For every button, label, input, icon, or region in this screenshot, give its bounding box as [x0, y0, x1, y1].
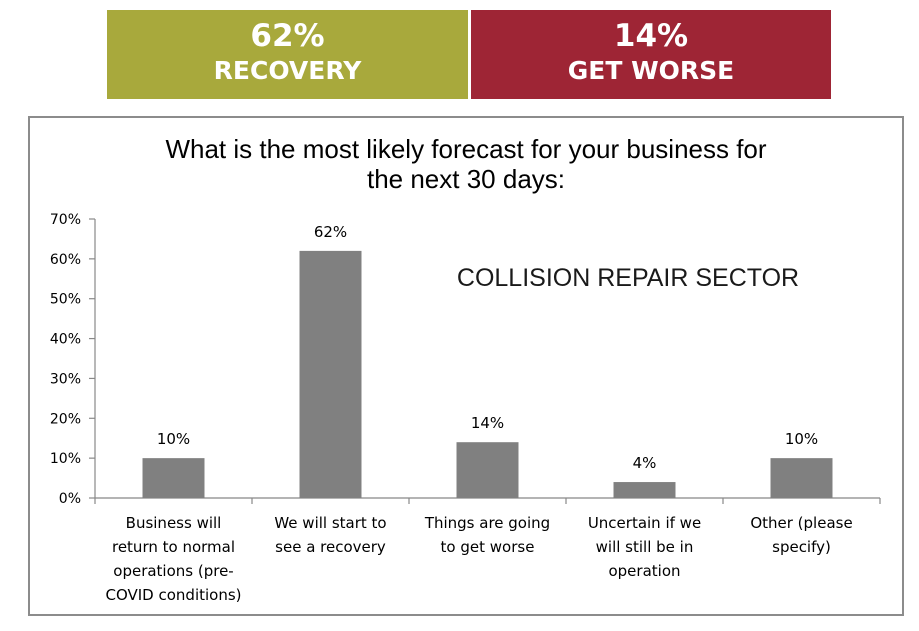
data-label-3: 14%	[471, 414, 504, 432]
y-tick-label: 60%	[50, 252, 81, 268]
category-label-2: see a recovery	[275, 538, 386, 556]
chart-title-line-1: What is the most likely forecast for you…	[165, 134, 766, 164]
get-worse-percent: 14%	[613, 18, 689, 54]
recovery-label: RECOVERY	[213, 56, 362, 85]
category-label-1: operations (pre-	[113, 562, 233, 580]
sector-annotation: COLLISION REPAIR SECTOR	[457, 264, 799, 292]
y-tick-label: 30%	[50, 371, 81, 387]
bar-2	[299, 250, 362, 498]
recovery-percent: 62%	[250, 18, 325, 54]
bar-3	[456, 442, 519, 498]
category-label-5: specify)	[772, 538, 831, 556]
category-label-1: COVID conditions)	[105, 586, 241, 604]
y-tick-label: 50%	[50, 292, 81, 308]
y-tick-label: 0%	[59, 491, 81, 507]
category-label-5: Other (please	[750, 514, 852, 532]
bar-1	[142, 458, 205, 498]
chart-title-line-2: the next 30 days:	[367, 164, 565, 194]
data-label-4: 4%	[633, 454, 657, 472]
category-label-3: to get worse	[441, 538, 535, 556]
category-label-4: will still be in	[596, 538, 694, 556]
data-label-2: 62%	[314, 223, 347, 241]
data-label-1: 10%	[157, 430, 190, 448]
category-label-4: Uncertain if we	[588, 514, 701, 532]
category-label-1: Business will	[126, 514, 222, 532]
bar-5	[770, 458, 833, 498]
bar-4	[613, 482, 676, 498]
chart-frame: What is the most likely forecast for you…	[28, 116, 904, 616]
y-tick-label: 70%	[50, 212, 81, 228]
category-label-4: operation	[608, 562, 680, 580]
bar-chart: What is the most likely forecast for you…	[50, 134, 881, 604]
get-worse-label: GET WORSE	[567, 56, 735, 85]
get-worse-banner: 14% GET WORSE	[471, 10, 831, 99]
y-tick-label: 20%	[50, 411, 81, 427]
y-tick-label: 40%	[50, 332, 81, 348]
data-label-5: 10%	[785, 430, 818, 448]
category-label-1: return to normal	[112, 538, 235, 556]
y-tick-label: 10%	[50, 451, 81, 467]
recovery-banner: 62% RECOVERY	[107, 10, 468, 99]
category-label-3: Things are going	[424, 514, 550, 532]
category-label-2: We will start to	[274, 514, 386, 532]
